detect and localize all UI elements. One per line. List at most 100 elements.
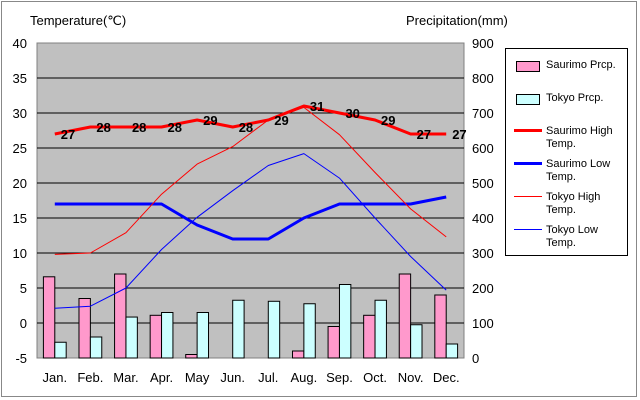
- precip-bar: [149, 314, 163, 359]
- x-tick-label: Feb.: [77, 370, 103, 385]
- legend-swatch: [516, 94, 540, 105]
- precip-bar: [445, 343, 459, 359]
- precip-bar: [78, 298, 91, 359]
- temperature-series-line: [54, 106, 447, 255]
- legend-swatch: [514, 162, 542, 165]
- precip-bar: [291, 350, 305, 359]
- x-tick-label: Mar.: [113, 370, 138, 385]
- precip-bar: [232, 299, 245, 359]
- y-left-tick-label: 10: [13, 246, 27, 261]
- legend-label-line: Saurimo Prcp.: [546, 59, 616, 71]
- legend-label: Tokyo Low Temp.: [546, 224, 598, 250]
- legend-item: Saurimo Prcp.: [506, 55, 629, 87]
- x-tick-label: Jan.: [43, 370, 68, 385]
- legend-label: Saurimo Prcp.: [546, 59, 616, 72]
- legend-item: Tokyo High Temp.: [506, 187, 629, 219]
- y-right-tick-label: 100: [472, 316, 494, 331]
- y-right-tick-label: 200: [472, 281, 494, 296]
- data-label: 28: [132, 120, 146, 135]
- precip-bar: [42, 276, 56, 359]
- data-label: 28: [96, 120, 110, 135]
- x-axis-ticks: Jan. Feb. Mar. Apr. May Jun. Jul. Aug. Sep. Oct. N…: [43, 370, 460, 385]
- x-tick-label: Oct.: [363, 370, 387, 385]
- temperature-series-line: [54, 104, 447, 136]
- x-tick-label: Apr.: [150, 370, 173, 385]
- legend-label: Saurimo Low Temp.: [546, 158, 610, 184]
- temperature-lines: [54, 104, 447, 309]
- x-tick-label: Nov.: [398, 370, 424, 385]
- precip-bar: [114, 273, 127, 359]
- legend-label: Saurimo High Temp.: [546, 125, 613, 151]
- legend-item: Saurimo Low Temp.: [506, 154, 629, 186]
- gridlines: [37, 77, 464, 324]
- legend-item: Tokyo Prcp.: [506, 88, 629, 120]
- legend-swatch: [514, 196, 542, 197]
- data-label: 29: [381, 113, 395, 128]
- y-left-tick-label: 35: [13, 71, 27, 86]
- precip-bar: [196, 312, 210, 359]
- y-right-tick-label: 600: [472, 141, 494, 156]
- y-left-tick-label: -5: [15, 351, 27, 366]
- legend-label-line: Temp.: [546, 138, 576, 150]
- legend: Saurimo Prcp. Tokyo Prcp. Saurimo High Temp…: [505, 48, 628, 256]
- plot-area: [36, 42, 465, 359]
- precip-bar: [303, 303, 316, 359]
- legend-item: Saurimo High Temp.: [506, 121, 629, 153]
- y-left-tick-label: 0: [20, 316, 27, 331]
- legend-swatch: [514, 229, 542, 230]
- x-tick-label: Aug.: [291, 370, 318, 385]
- precip-bar: [89, 336, 103, 359]
- data-label: 27: [452, 127, 466, 142]
- data-label: 27: [61, 127, 75, 142]
- legend-label-line: Tokyo Prcp.: [546, 92, 604, 104]
- precip-bar: [267, 300, 281, 359]
- data-label: 27: [417, 127, 431, 142]
- precip-bar: [161, 312, 174, 359]
- legend-item: Tokyo Low Temp.: [506, 220, 629, 252]
- data-label: 30: [345, 106, 359, 121]
- legend-label-line: Temp.: [546, 171, 576, 183]
- precipitation-bars: [42, 273, 459, 359]
- y-right-tick-label: 900: [472, 36, 494, 51]
- left-axis-title: Temperature(℃): [30, 13, 127, 28]
- data-label: 29: [203, 113, 217, 128]
- legend-label: Tokyo High Temp.: [546, 191, 600, 217]
- x-tick-label: May: [185, 370, 210, 385]
- legend-label-line: Saurimo High: [546, 125, 613, 137]
- legend-label-line: Temp.: [546, 237, 576, 249]
- y-left-tick-label: 15: [13, 211, 27, 226]
- y-right-tick-label: 500: [472, 176, 494, 191]
- precip-bar: [338, 284, 352, 359]
- legend-label-line: Tokyo Low: [546, 224, 598, 236]
- y-right-tick-label: 400: [472, 211, 494, 226]
- precip-bar: [374, 299, 387, 359]
- y-left-tick-label: 20: [13, 176, 27, 191]
- precip-bar: [54, 341, 67, 359]
- y-right-tick-label: 700: [472, 106, 494, 121]
- x-tick-label: Jul.: [258, 370, 278, 385]
- legend-swatch: [514, 129, 542, 132]
- right-axis-ticks: 0 100 200 300 400 500 600 700 800 900: [472, 36, 494, 366]
- precip-bar: [434, 294, 447, 359]
- legend-label-line: Tokyo High: [546, 191, 601, 203]
- data-label: 29: [274, 113, 288, 128]
- data-labels: 27 28 28 28 29 28 29 31 30 29 27 27: [61, 99, 467, 142]
- x-tick-label: Sep.: [326, 370, 353, 385]
- data-label: 28: [239, 120, 253, 135]
- temperature-series-line: [54, 195, 447, 241]
- legend-label: Tokyo Prcp.: [546, 92, 603, 105]
- precip-bar: [410, 324, 423, 359]
- y-right-tick-label: 0: [472, 351, 479, 366]
- x-tick-label: Dec.: [433, 370, 460, 385]
- left-axis-ticks: -5 0 5 10 15 20 25 30 35 40: [13, 36, 27, 366]
- x-tick-label: Jun.: [220, 370, 245, 385]
- y-left-tick-label: 5: [20, 281, 27, 296]
- temperature-series-line: [54, 153, 447, 309]
- precip-bar: [398, 273, 412, 359]
- legend-label-line: Temp.: [546, 204, 576, 216]
- y-right-tick-label: 300: [472, 246, 494, 261]
- legend-swatch: [516, 61, 540, 72]
- y-left-tick-label: 40: [13, 36, 27, 51]
